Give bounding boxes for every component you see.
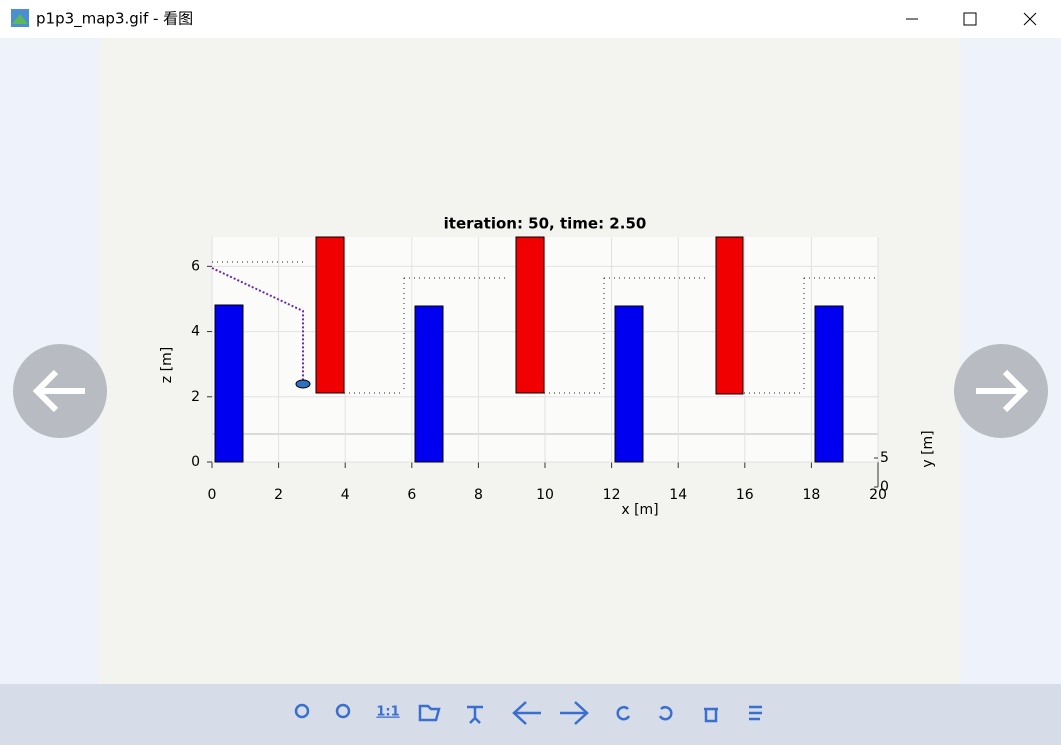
toolbar-icons xyxy=(294,701,762,725)
toolbar xyxy=(0,684,1061,745)
red-pillar xyxy=(715,236,744,395)
x-tick-label: 20 xyxy=(869,487,887,503)
x-tick-label: 12 xyxy=(603,487,621,503)
rotate-right-button[interactable] xyxy=(616,705,631,721)
prev-arrow xyxy=(32,369,85,413)
x-tick-label: 6 xyxy=(407,487,416,503)
maximize-button[interactable] xyxy=(963,12,977,26)
rotate-left-button[interactable] xyxy=(658,705,673,721)
drone xyxy=(295,379,311,389)
obstacle-outline xyxy=(212,261,878,394)
z-label: z [m] xyxy=(159,347,175,383)
blue-pillar xyxy=(414,305,444,463)
window-title: p1p3_map3.gif - 看图 xyxy=(36,10,193,29)
x-tick-label: 14 xyxy=(669,487,687,503)
y-label: y [m] xyxy=(920,430,936,467)
zoom-in-button[interactable] xyxy=(294,703,310,719)
z-tick-label: 4 xyxy=(191,324,200,340)
x-label: x [m] xyxy=(621,502,658,518)
red-pillar xyxy=(315,236,345,394)
blue-pillar xyxy=(214,304,244,463)
x-tick-label: 2 xyxy=(274,487,283,503)
app-icon-detail xyxy=(12,14,28,24)
next-button[interactable] xyxy=(560,701,589,725)
next-arrow xyxy=(976,369,1029,413)
prev-button[interactable] xyxy=(512,701,541,725)
y-tick-label: 5 xyxy=(880,450,889,466)
blue-pillar xyxy=(614,305,644,463)
menu-button[interactable] xyxy=(749,705,762,721)
z-tick-label: 0 xyxy=(191,454,200,470)
actual-size-button[interactable]: 1:1 xyxy=(376,705,399,720)
x-tick-label: 10 xyxy=(536,487,554,503)
red-pillar xyxy=(515,236,545,394)
x-tick-label: 18 xyxy=(802,487,820,503)
zoom-out-button[interactable] xyxy=(335,703,351,719)
open-button[interactable] xyxy=(418,704,441,722)
slideshow-button[interactable] xyxy=(467,705,483,724)
blue-pillar xyxy=(814,305,844,463)
title-bar xyxy=(0,0,1061,38)
delete-button[interactable] xyxy=(704,707,718,723)
z-tick-label: 2 xyxy=(191,389,200,405)
x-tick-label: 16 xyxy=(736,487,754,503)
x-tick-label: 8 xyxy=(474,487,483,503)
z-tick-label: 6 xyxy=(191,258,200,274)
trajectory xyxy=(211,267,304,383)
x-tick-label: 0 xyxy=(208,487,217,503)
obstacles xyxy=(211,236,878,463)
close-button[interactable] xyxy=(1023,12,1037,26)
y-tick-label: 0 xyxy=(880,479,889,495)
x-tick-label: 4 xyxy=(341,487,350,503)
plot-title: iteration: 50, time: 2.50 xyxy=(444,215,647,233)
